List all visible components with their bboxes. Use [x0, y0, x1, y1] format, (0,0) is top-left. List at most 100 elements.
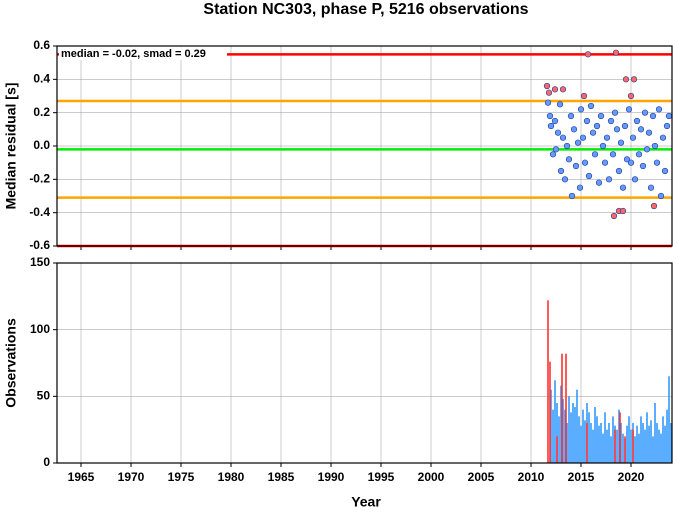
data-point	[633, 117, 641, 125]
data-point	[645, 129, 653, 136]
bar	[554, 380, 556, 463]
x-tick-label: 2010	[518, 470, 545, 484]
data-point	[580, 92, 588, 100]
plot-frame	[56, 45, 673, 247]
data-point	[581, 159, 589, 166]
bar	[660, 433, 662, 463]
y-tick-label: -0.6	[29, 238, 50, 252]
data-point	[647, 184, 655, 191]
data-point	[572, 162, 580, 170]
bar	[561, 353, 563, 463]
bar	[648, 425, 650, 463]
bar	[616, 429, 618, 463]
bar	[556, 403, 558, 463]
bar	[634, 436, 636, 463]
bar	[560, 385, 562, 463]
bar	[600, 423, 602, 463]
data-point	[659, 134, 667, 141]
data-point	[630, 76, 638, 83]
bar	[586, 423, 588, 463]
bar	[619, 412, 621, 463]
bar	[640, 416, 642, 463]
x-tick-label: 1975	[168, 470, 195, 484]
bar	[630, 429, 632, 463]
data-point	[546, 112, 554, 120]
data-point	[603, 134, 611, 141]
bar	[588, 412, 590, 463]
data-point	[570, 126, 578, 133]
data-point	[651, 142, 659, 150]
bar	[564, 409, 566, 463]
bar	[614, 429, 616, 463]
data-point	[610, 212, 618, 220]
bar	[552, 409, 554, 463]
data-point	[583, 117, 591, 125]
data-point	[568, 192, 576, 200]
bar	[626, 425, 628, 463]
data-point	[556, 101, 564, 108]
data-point	[597, 112, 605, 120]
x-tick-label: 2000	[418, 470, 445, 484]
bar	[650, 420, 652, 463]
data-point	[561, 176, 569, 183]
annotation-box	[59, 47, 227, 60]
data-point	[563, 142, 571, 150]
y-tick-label: 0.2	[33, 105, 50, 119]
y-tick-label: 150	[30, 255, 50, 269]
data-point	[595, 179, 603, 186]
data-point	[641, 109, 649, 116]
data-point	[655, 106, 663, 113]
y-tick-label: -0.2	[29, 172, 50, 186]
bar	[642, 423, 644, 463]
data-point	[584, 51, 592, 58]
data-point	[567, 112, 575, 120]
bar	[582, 409, 584, 463]
bar	[556, 436, 558, 463]
data-point	[627, 92, 635, 100]
bar	[594, 407, 596, 463]
bar	[670, 423, 672, 463]
data-point	[577, 106, 585, 113]
x-tick-label: 2005	[468, 470, 495, 484]
bar	[606, 429, 608, 463]
y-tick-label: 0	[43, 455, 50, 469]
bar	[618, 409, 620, 463]
data-point	[609, 151, 617, 158]
bar	[620, 423, 622, 463]
data-point	[639, 162, 647, 170]
data-point	[574, 139, 582, 146]
data-point	[622, 76, 630, 83]
bar	[568, 396, 570, 463]
bar	[574, 407, 576, 463]
data-point	[543, 82, 551, 90]
data-point	[605, 176, 613, 183]
data-point	[549, 151, 557, 158]
bar	[646, 412, 648, 463]
bar	[664, 425, 666, 463]
bar	[610, 436, 612, 463]
x-tick-label: 1990	[318, 470, 345, 484]
x-tick-label: 2020	[618, 470, 645, 484]
y-tick-label: 100	[30, 322, 50, 336]
data-point	[653, 159, 661, 166]
data-point	[635, 151, 643, 158]
data-point	[559, 134, 567, 141]
bar	[547, 300, 549, 463]
data-point	[576, 184, 584, 191]
y-tick-label: 0.6	[33, 38, 50, 52]
data-point	[591, 151, 599, 158]
data-point	[621, 122, 629, 130]
bar	[549, 361, 551, 463]
data-point	[612, 49, 620, 56]
bar	[592, 429, 594, 463]
data-point	[593, 122, 601, 130]
bar	[584, 420, 586, 463]
bar	[628, 416, 630, 463]
data-point	[544, 99, 552, 106]
x-tick-label: 1995	[368, 470, 395, 484]
chart-title: Station NC303, phase P, 5216 observation…	[203, 1, 528, 18]
data-point	[607, 117, 615, 125]
bar	[668, 376, 670, 463]
data-point	[559, 86, 567, 93]
bar	[566, 423, 568, 463]
